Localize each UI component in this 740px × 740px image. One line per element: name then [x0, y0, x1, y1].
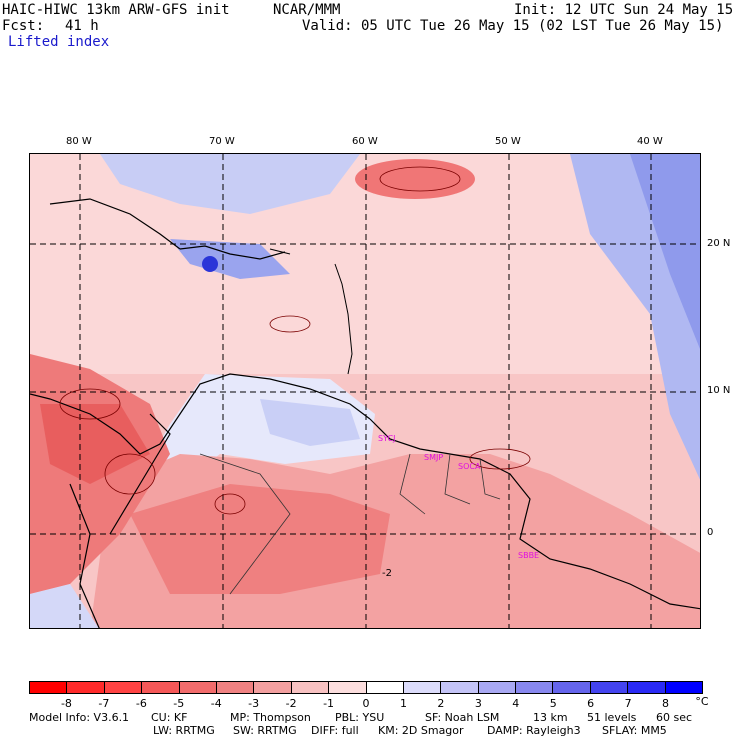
lon-label-40w: 40 W: [637, 136, 663, 147]
footer-sflay: SFLAY: MM5: [602, 724, 667, 737]
footer-pbl: PBL: YSU: [335, 711, 385, 724]
colorbar-swatch: [67, 682, 105, 693]
colorbar-unit: °C: [695, 695, 709, 708]
lon-label-70w: 70 W: [209, 136, 235, 147]
footer-timestep: 60 sec: [656, 711, 693, 724]
colorbar-swatch: [291, 682, 330, 693]
colorbar-tick-label: 7: [624, 697, 632, 710]
colorbar-swatch: [403, 682, 442, 693]
station-sycj: SYCJ: [378, 434, 395, 443]
footer-levels: 51 levels: [587, 711, 637, 724]
colorbar-swatch: [516, 682, 554, 693]
footer-cu: CU: KF: [151, 711, 188, 724]
country-borders: [199, 453, 501, 595]
lon-label-50w: 50 W: [495, 136, 521, 147]
colorbar-tick-label: 5: [549, 697, 557, 710]
lat-lon-grid: [30, 154, 700, 628]
cool-region-central-core: [260, 399, 360, 446]
model-title: HAIC-HIWC 13km ARW-GFS init: [2, 2, 230, 18]
colorbar-swatch: [665, 682, 703, 693]
forecast-hour: 41 h: [65, 18, 99, 34]
colorbar-tick-label: -7: [98, 697, 110, 710]
field-name: Lifted index: [8, 34, 110, 50]
colorbar-tick-label: -8: [60, 697, 72, 710]
lat-label-20n: 20 N: [707, 238, 731, 249]
footer-model-info: Model Info: V3.6.1: [29, 711, 130, 724]
warm-region-interior: [130, 484, 390, 594]
station-sbbe: SBBE: [518, 551, 539, 560]
caribbean-islands: [269, 248, 353, 375]
footer-damp: DAMP: Rayleigh3: [487, 724, 581, 737]
warm-feature-north-atlantic: [355, 159, 475, 199]
colorbar-swatch: [254, 682, 292, 693]
organization: NCAR/MMM: [273, 2, 341, 18]
colorbar-tick-label: 2: [437, 697, 445, 710]
colorbar-tick-label: 1: [399, 697, 407, 710]
lon-label-60w: 60 W: [352, 136, 378, 147]
cool-core-hispaniola: [202, 256, 218, 272]
colorbar-swatch: [553, 682, 591, 693]
colorbar-swatch: [216, 682, 255, 693]
footer-km: KM: 2D Smagor: [378, 724, 464, 737]
station-smjp: SMJP: [424, 453, 443, 462]
cool-region-north: [100, 154, 360, 214]
colorbar-swatch: [366, 682, 404, 693]
lat-label-10n: 10 N: [707, 385, 731, 396]
cool-region-hispaniola: [170, 239, 290, 279]
colorbar-tick-label: -3: [248, 697, 260, 710]
coastlines: [30, 198, 700, 628]
colorbar-swatch: [179, 682, 217, 693]
valid-time: Valid: 05 UTC Tue 26 May 15 (02 LST Tue …: [302, 18, 724, 34]
colorbar-tick-label: -1: [323, 697, 335, 710]
contour-label: -2: [382, 568, 392, 579]
colorbar-tick-label: -4: [210, 697, 222, 710]
colorbar-swatch: [441, 682, 479, 693]
lon-label-80w: 80 W: [66, 136, 92, 147]
contour-lines: [59, 166, 531, 515]
footer-mp: MP: Thompson: [230, 711, 311, 724]
cool-region-east-core: [630, 154, 700, 349]
colorbar-tick-label: -2: [285, 697, 297, 710]
footer-diff: DIFF: full: [311, 724, 359, 737]
lat-label-0: 0: [707, 527, 714, 538]
map-canvas: SYCJ SMJP SOCA SBBE -2: [30, 154, 700, 628]
colorbar-swatch: [30, 682, 68, 693]
footer-resolution: 13 km: [533, 711, 568, 724]
colorbar: [29, 681, 703, 694]
lifted-index-map: SYCJ SMJP SOCA SBBE -2: [29, 153, 701, 629]
colorbar-tick-label: 6: [587, 697, 595, 710]
colorbar-swatch: [628, 682, 666, 693]
colorbar-tick-label: -6: [135, 697, 147, 710]
colorbar-tick-label: 0: [362, 697, 370, 710]
cool-region-pacific: [30, 584, 99, 628]
colorbar-swatch: [329, 682, 367, 693]
station-soca: SOCA: [458, 462, 481, 471]
footer-sf: SF: Noah LSM: [425, 711, 500, 724]
init-time: Init: 12 UTC Sun 24 May 15: [514, 2, 734, 18]
colorbar-tick-label: 8: [662, 697, 670, 710]
footer-sw: SW: RRTMG: [233, 724, 297, 737]
colorbar-swatch: [478, 682, 517, 693]
colorbar-swatch: [590, 682, 629, 693]
colorbar-swatch: [104, 682, 143, 693]
warm-core-colombia: [40, 404, 150, 484]
footer-lw: LW: RRTMG: [153, 724, 215, 737]
forecast-label: Fcst:: [2, 18, 45, 34]
colorbar-swatch: [142, 682, 180, 693]
colorbar-tick-label: 3: [474, 697, 482, 710]
colorbar-tick-label: -5: [173, 697, 185, 710]
colorbar-tick-label: 4: [512, 697, 520, 710]
